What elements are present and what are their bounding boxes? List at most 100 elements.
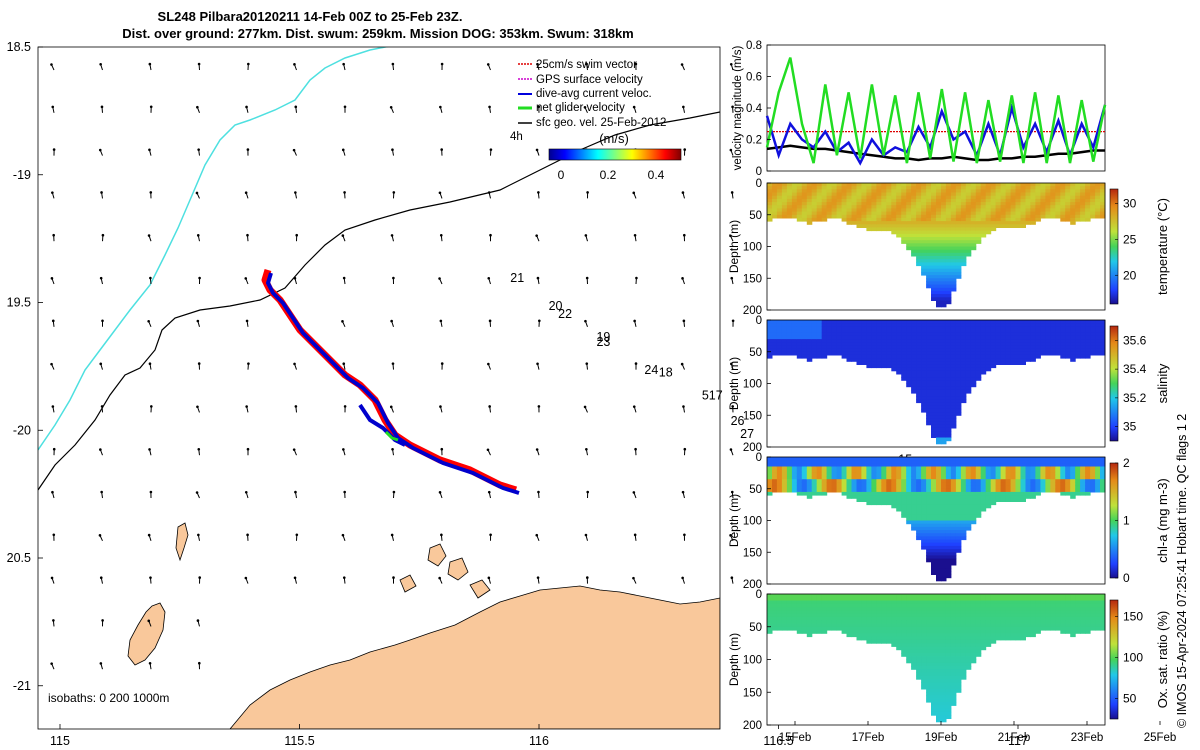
section-cell bbox=[866, 630, 872, 634]
section-cell bbox=[806, 342, 813, 346]
section-cell bbox=[767, 205, 773, 209]
section-cell bbox=[960, 597, 967, 602]
section-cell bbox=[891, 329, 897, 334]
section-cell bbox=[1100, 488, 1106, 493]
section-cell bbox=[960, 659, 967, 664]
section-cell bbox=[1060, 345, 1066, 350]
section-cell bbox=[841, 476, 848, 480]
section-cell bbox=[945, 616, 952, 621]
section-cell bbox=[1025, 354, 1031, 359]
section-cell bbox=[781, 198, 788, 203]
section-cell bbox=[941, 284, 947, 289]
section-cell bbox=[831, 616, 838, 621]
section-cell bbox=[926, 281, 932, 286]
section-cell bbox=[1035, 332, 1041, 337]
section-cell bbox=[901, 374, 907, 378]
section-cell bbox=[980, 189, 987, 193]
section-cell bbox=[831, 485, 838, 490]
section-cell bbox=[955, 198, 962, 203]
section-cell bbox=[791, 594, 798, 598]
section-cell bbox=[995, 603, 1002, 608]
section-cell bbox=[960, 639, 967, 644]
section-cell bbox=[945, 565, 952, 569]
section-cell bbox=[931, 568, 937, 572]
section-cell bbox=[1015, 323, 1021, 327]
section-cell bbox=[936, 558, 942, 563]
section-cell bbox=[886, 186, 892, 190]
section-cell bbox=[1030, 211, 1036, 216]
section-cell bbox=[931, 485, 937, 490]
section-cell bbox=[931, 620, 937, 624]
section-cell bbox=[955, 323, 962, 327]
section-cell bbox=[960, 230, 967, 235]
section-cell bbox=[921, 186, 927, 190]
section-cell bbox=[861, 603, 867, 608]
section-cell bbox=[906, 646, 912, 651]
section-cell bbox=[936, 485, 942, 490]
section-cell bbox=[955, 249, 962, 254]
section-cell bbox=[960, 517, 967, 521]
section-cell bbox=[950, 491, 957, 496]
section-cell bbox=[1070, 195, 1076, 200]
current-arrow-head bbox=[341, 148, 345, 152]
section-cell bbox=[916, 600, 922, 605]
section-cell bbox=[965, 520, 972, 525]
section-cell bbox=[941, 342, 947, 346]
section-cell bbox=[1015, 339, 1021, 343]
section-cell bbox=[1020, 335, 1026, 340]
section-cell bbox=[901, 488, 907, 493]
section-cell bbox=[796, 613, 803, 618]
section-cell bbox=[945, 418, 952, 423]
section-cell bbox=[1015, 603, 1021, 608]
section-cell bbox=[1005, 630, 1012, 634]
section-cell bbox=[941, 659, 947, 664]
section-cell bbox=[936, 526, 942, 531]
section-cell bbox=[950, 692, 957, 697]
section-cell bbox=[1020, 183, 1026, 187]
current-arrow-head bbox=[681, 277, 684, 280]
current-arrow-head bbox=[682, 233, 686, 237]
section-cell bbox=[926, 224, 932, 228]
section-cell bbox=[1065, 476, 1071, 480]
section-cell bbox=[871, 198, 877, 203]
isobath-0 bbox=[38, 47, 389, 451]
section-cell bbox=[945, 431, 952, 435]
section-cell bbox=[811, 491, 818, 496]
section-cell bbox=[861, 476, 867, 480]
section-cell bbox=[926, 408, 932, 413]
section-cell bbox=[945, 466, 952, 471]
section-cell bbox=[950, 399, 957, 404]
section-cell bbox=[980, 367, 987, 372]
section-cell bbox=[811, 208, 818, 213]
section-cell bbox=[985, 495, 992, 499]
section-cell bbox=[1070, 183, 1076, 187]
section-cell bbox=[950, 623, 957, 628]
velocity-ytick-label: 0 bbox=[756, 166, 762, 178]
section-cell bbox=[941, 682, 947, 687]
section-cell bbox=[1025, 332, 1031, 337]
section-cell bbox=[980, 469, 987, 474]
section-cell bbox=[916, 186, 922, 190]
section-cell bbox=[861, 198, 867, 203]
section-cell bbox=[1070, 202, 1076, 206]
section-cell bbox=[980, 476, 987, 480]
section-cell bbox=[1060, 217, 1066, 222]
section-cell bbox=[926, 603, 932, 608]
section-cell bbox=[941, 271, 947, 276]
section-cell bbox=[1040, 326, 1046, 331]
section-cell bbox=[767, 195, 773, 200]
section-cell bbox=[960, 460, 967, 464]
section-cell bbox=[1010, 626, 1017, 631]
section-cell bbox=[931, 339, 937, 343]
section-cell bbox=[970, 329, 977, 334]
section-cell bbox=[786, 488, 793, 493]
section-cell bbox=[950, 358, 957, 362]
section-cell bbox=[941, 396, 947, 400]
colorbar-tick-2: 0.4 bbox=[648, 168, 665, 182]
section-cell bbox=[995, 198, 1002, 203]
section-cell bbox=[975, 195, 982, 200]
section-cell bbox=[1015, 198, 1021, 203]
section-cell bbox=[851, 457, 857, 461]
section-cell bbox=[1055, 211, 1061, 216]
section-cell bbox=[911, 636, 917, 641]
